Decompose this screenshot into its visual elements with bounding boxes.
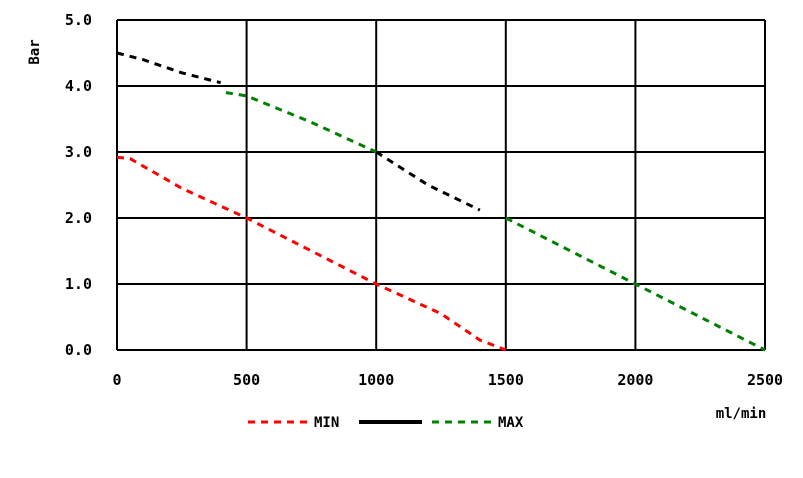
- y-axis-title: Bar: [27, 39, 43, 64]
- y-tick-label: 1.0: [65, 275, 92, 293]
- x-tick-label: 1000: [358, 371, 394, 389]
- y-tick-label: 5.0: [65, 11, 92, 29]
- x-tick-label: 2000: [617, 371, 653, 389]
- series-line-min: [116, 155, 507, 352]
- legend: MIN MAX: [248, 415, 524, 431]
- axes: Bar ml/min 0 500 1000 1500 2000 2500 0.0 1.0 2.0…: [27, 11, 783, 422]
- series-lines: [116, 51, 766, 352]
- x-axis-title: ml/min: [716, 406, 767, 422]
- grid: [116, 19, 766, 351]
- series-line: [375, 150, 481, 212]
- legend-label: MAX: [498, 415, 524, 431]
- y-tick-label: 0.0: [65, 341, 92, 359]
- y-tick-label: 3.0: [65, 143, 92, 161]
- x-tick-label: 1500: [488, 371, 524, 389]
- x-tick-label: 500: [233, 371, 260, 389]
- x-tick-label: 2500: [747, 371, 783, 389]
- legend-label: MIN: [314, 415, 339, 431]
- y-tick-label: 2.0: [65, 209, 92, 227]
- y-tick-label: 4.0: [65, 77, 92, 95]
- x-tick-label: 0: [112, 371, 121, 389]
- series-line-max: [225, 91, 377, 154]
- series-line: [116, 51, 222, 85]
